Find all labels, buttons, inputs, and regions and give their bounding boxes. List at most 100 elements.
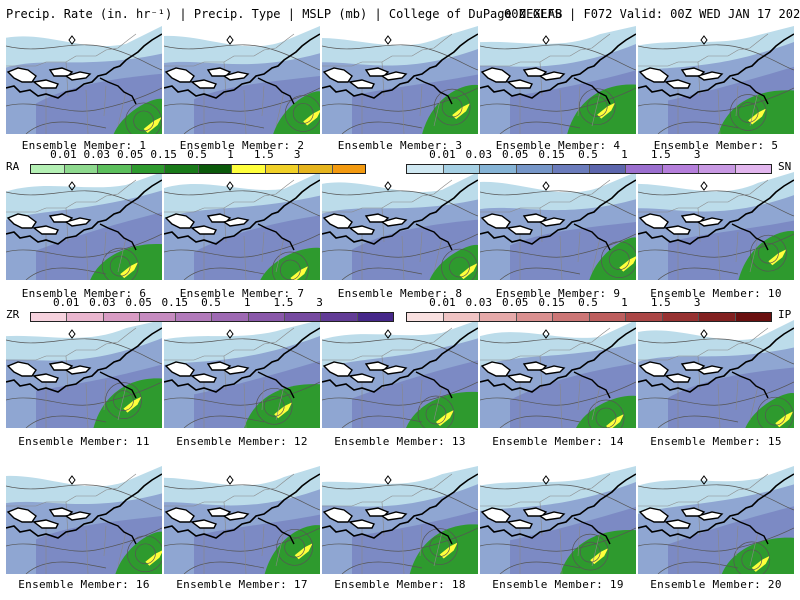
ensemble-member-label: Ensemble Member: 13 [334,435,466,448]
map-svg [6,320,162,428]
isobar [322,190,478,217]
pressure-marker-icon [384,35,392,45]
legend-swatch [589,313,626,321]
great-lake [696,511,724,521]
great-lake [696,71,724,81]
legend-ticks: 0.01 0.03 0.05 0.15 0.5 1 1.5 3 [0,148,400,162]
legend-tick-label: 0.5 [578,148,598,161]
isobar [113,390,134,411]
great-lake [506,519,533,529]
ensemble-member-label: Ensemble Member: 15 [650,435,782,448]
map-svg [480,320,636,428]
map-svg [6,26,162,134]
ensemble-member-label: Ensemble Member: 9 [495,287,621,300]
legend-swatch [103,313,140,321]
legend-tick-label: 3 [293,148,301,161]
pressure-marker-icon [68,329,76,339]
rain-area [409,524,478,574]
ensemble-member-label: Ensemble Member: 2 [179,139,305,152]
isobar [164,233,320,258]
isobar [449,256,470,278]
great-lake [348,79,375,89]
isobar [125,102,162,134]
legend-tick-label: 0.01 [52,296,80,309]
heavy-rain-area [145,550,162,566]
state-borders [164,473,295,574]
ensemble-member-label: Ensemble Member: 6 [21,287,147,300]
isobar [284,95,320,132]
legend-tick-label: 1 [621,148,628,161]
isobar [164,190,320,217]
isobar [433,88,471,126]
pressure-marker-icon [542,35,550,45]
coastline [731,371,769,399]
isobar [579,541,601,563]
header-title: Precip. Rate (in. hr⁻¹) | Precip. Type |… [6,7,563,21]
coastline [480,33,636,99]
pressure-marker-icon [384,329,392,339]
state-borders [322,179,453,280]
isobar [480,381,636,406]
great-lake [48,361,74,371]
great-lake [164,67,195,83]
map-svg [638,320,794,428]
ensemble-member-map [322,320,478,428]
isobar [341,561,423,574]
great-lake [32,79,59,89]
ensemble-member-label: Ensemble Member: 18 [334,578,466,591]
rain-area [93,378,162,428]
coastline [573,77,611,105]
ensemble-member-label: Ensemble Member: 17 [176,578,308,591]
great-lake [206,213,232,223]
great-lake [364,361,390,371]
great-lake [380,511,408,521]
state-borders [322,473,453,574]
great-lake [664,519,691,529]
great-lake [322,507,353,523]
isobar [183,561,265,574]
great-lake [538,217,566,227]
coastline [480,179,636,245]
isobar [638,233,794,258]
isobar [164,44,320,71]
ensemble-member-label: Ensemble Member: 4 [495,139,621,152]
legend-tick-label: 0.03 [465,296,493,309]
isobar [271,251,309,280]
great-lake [322,361,353,377]
great-lake [6,361,37,377]
state-borders [480,327,611,428]
great-lake [164,507,195,523]
legend-swatch [699,313,736,321]
isobar [657,415,739,428]
snow-legend: SN 0.01 0.03 0.05 0.15 0.5 1 1.5 3 [400,148,800,178]
rain-area [567,84,636,134]
coastline [573,517,611,545]
rain-area [244,384,320,428]
isobar [6,233,162,258]
great-lake [638,213,669,229]
coastline [6,179,162,245]
isobar [135,543,156,565]
legend-tick-label: 1 [243,296,251,309]
legend-tick-label: 0.05 [501,296,529,309]
legend-swatch [662,165,699,173]
pressure-marker-icon [700,329,708,339]
great-lake [506,373,533,383]
great-lake [480,67,511,83]
isobar [571,533,609,571]
heavy-rain-area [606,413,625,428]
great-lake [364,213,390,223]
ensemble-member-map [638,172,794,280]
coastline [99,223,137,251]
isobar [292,103,314,124]
legend-tick-label: 1 [227,148,234,161]
rain-area [560,529,636,574]
ensemble-member-map [480,320,636,428]
legend-tick-label: 0.5 [187,148,207,161]
isobar [441,96,463,118]
great-lake [222,217,250,227]
ensemble-member-label: Ensemble Member: 10 [650,287,782,300]
coastline [164,33,320,99]
coastline [322,473,478,539]
ensemble-member-map [480,26,636,134]
